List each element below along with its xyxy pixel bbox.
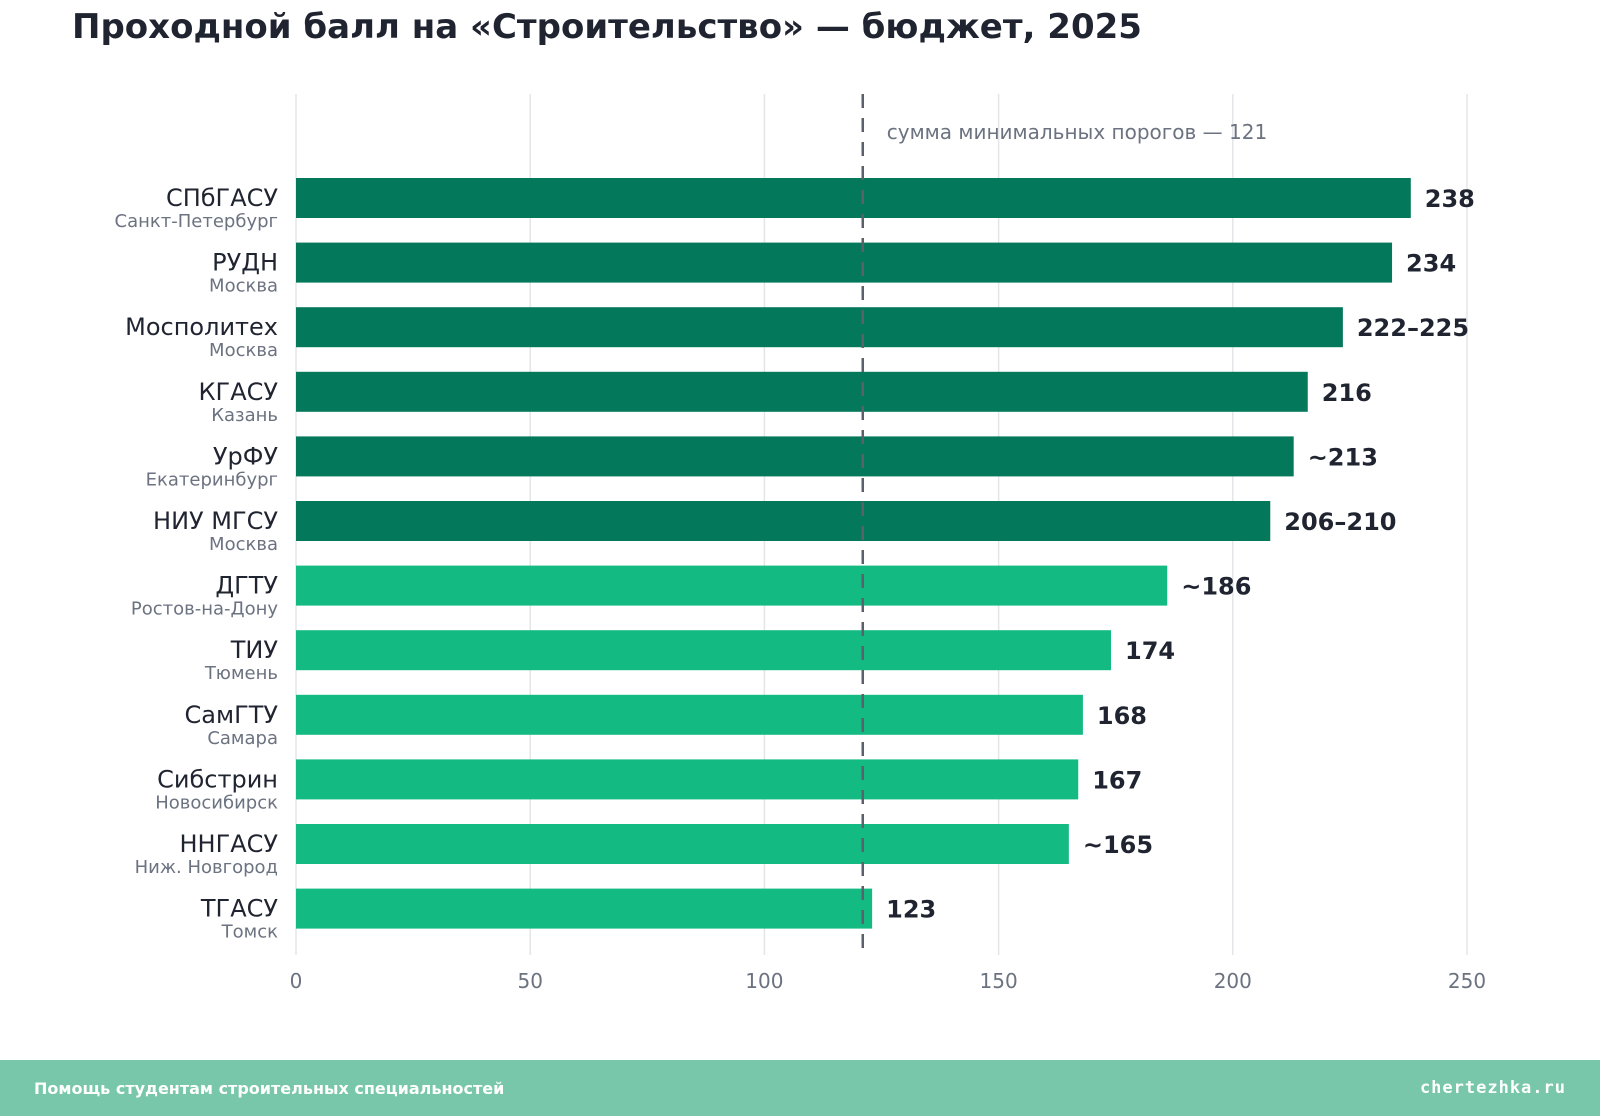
- reference-line-group: сумма минимальных порогов — 121: [861, 94, 1267, 955]
- x-tick-label: 0: [290, 969, 303, 993]
- category-label: ДГТУ: [215, 572, 278, 600]
- data-label: 167: [1092, 766, 1142, 794]
- data-label: 222–225: [1357, 314, 1469, 342]
- category-label: Мосполитех: [125, 313, 278, 341]
- data-label: 168: [1097, 702, 1147, 730]
- bar: [296, 888, 873, 929]
- footer-site-link[interactable]: chertezhka.ru: [1419, 1078, 1566, 1098]
- data-label: 174: [1125, 637, 1175, 665]
- bar: [296, 371, 1308, 412]
- category-sublabel: Тюмень: [204, 663, 278, 684]
- bar: [296, 694, 1083, 735]
- bar: [296, 824, 1069, 864]
- x-tick-label: 150: [980, 969, 1018, 993]
- reference-line-label: сумма минимальных порогов — 121: [887, 120, 1267, 144]
- value-labels: 238 234 222–225 216 ~213 206–210 ~186 174 168 167…: [886, 185, 1475, 924]
- data-label: 206–210: [1284, 508, 1396, 536]
- footer-tagline: Помощь студентам строительных специально…: [34, 1078, 505, 1098]
- data-label: 123: [886, 896, 936, 924]
- data-label: 234: [1406, 250, 1456, 278]
- bars: [296, 178, 1411, 929]
- category-sublabel: Москва: [209, 340, 278, 361]
- category-label: РУДН: [212, 249, 278, 277]
- category-label: Сибстрин: [157, 765, 278, 793]
- category-sublabel: Москва: [209, 534, 278, 555]
- data-label: ~165: [1083, 831, 1153, 859]
- data-label: ~186: [1181, 573, 1251, 601]
- bar: [296, 307, 1343, 348]
- category-label: СПбГАСУ: [166, 184, 278, 212]
- x-axis-ticks: 0 50 100 150 200 250: [290, 969, 1486, 993]
- category-label: НИУ МГСУ: [153, 507, 278, 535]
- category-label: ТГАСУ: [200, 895, 278, 923]
- category-sublabel: Екатеринбург: [146, 469, 278, 490]
- data-label: ~213: [1308, 443, 1378, 471]
- bar: [296, 242, 1393, 283]
- category-sublabel: Ниж. Новгород: [135, 857, 278, 878]
- bar: [296, 630, 1112, 671]
- category-sublabel: Ростов-на-Дону: [131, 599, 279, 620]
- category-label: ТИУ: [230, 636, 279, 664]
- bar: [296, 501, 1271, 541]
- data-label: 238: [1425, 185, 1475, 213]
- category-sublabel: Казань: [211, 405, 278, 426]
- x-tick-label: 250: [1448, 969, 1486, 993]
- bar: [296, 178, 1411, 218]
- bar-chart: Проходной балл на «Строительство» — бюдж…: [72, 7, 1486, 993]
- bar: [296, 565, 1168, 606]
- bar: [296, 436, 1294, 477]
- chart-title: Проходной балл на «Строительство» — бюдж…: [72, 7, 1142, 47]
- category-sublabel: Самара: [207, 728, 278, 749]
- category-label: КГАСУ: [199, 378, 279, 406]
- data-label: 216: [1322, 379, 1372, 407]
- category-label: ННГАСУ: [179, 830, 278, 858]
- bar: [296, 759, 1079, 800]
- category-sublabel: Новосибирск: [155, 792, 278, 813]
- category-sublabel: Москва: [209, 276, 278, 297]
- category-label: УрФУ: [213, 442, 279, 470]
- category-sublabel: Томск: [221, 922, 278, 943]
- footer: Помощь студентам строительных специально…: [0, 1060, 1600, 1116]
- category-labels: СПбГАСУСанкт-ПетербургРУДНМоскваМосполит…: [115, 184, 279, 943]
- x-tick-label: 100: [745, 969, 783, 993]
- category-sublabel: Санкт-Петербург: [115, 211, 278, 232]
- x-tick-label: 50: [517, 969, 542, 993]
- category-label: СамГТУ: [185, 701, 279, 729]
- x-tick-label: 200: [1214, 969, 1252, 993]
